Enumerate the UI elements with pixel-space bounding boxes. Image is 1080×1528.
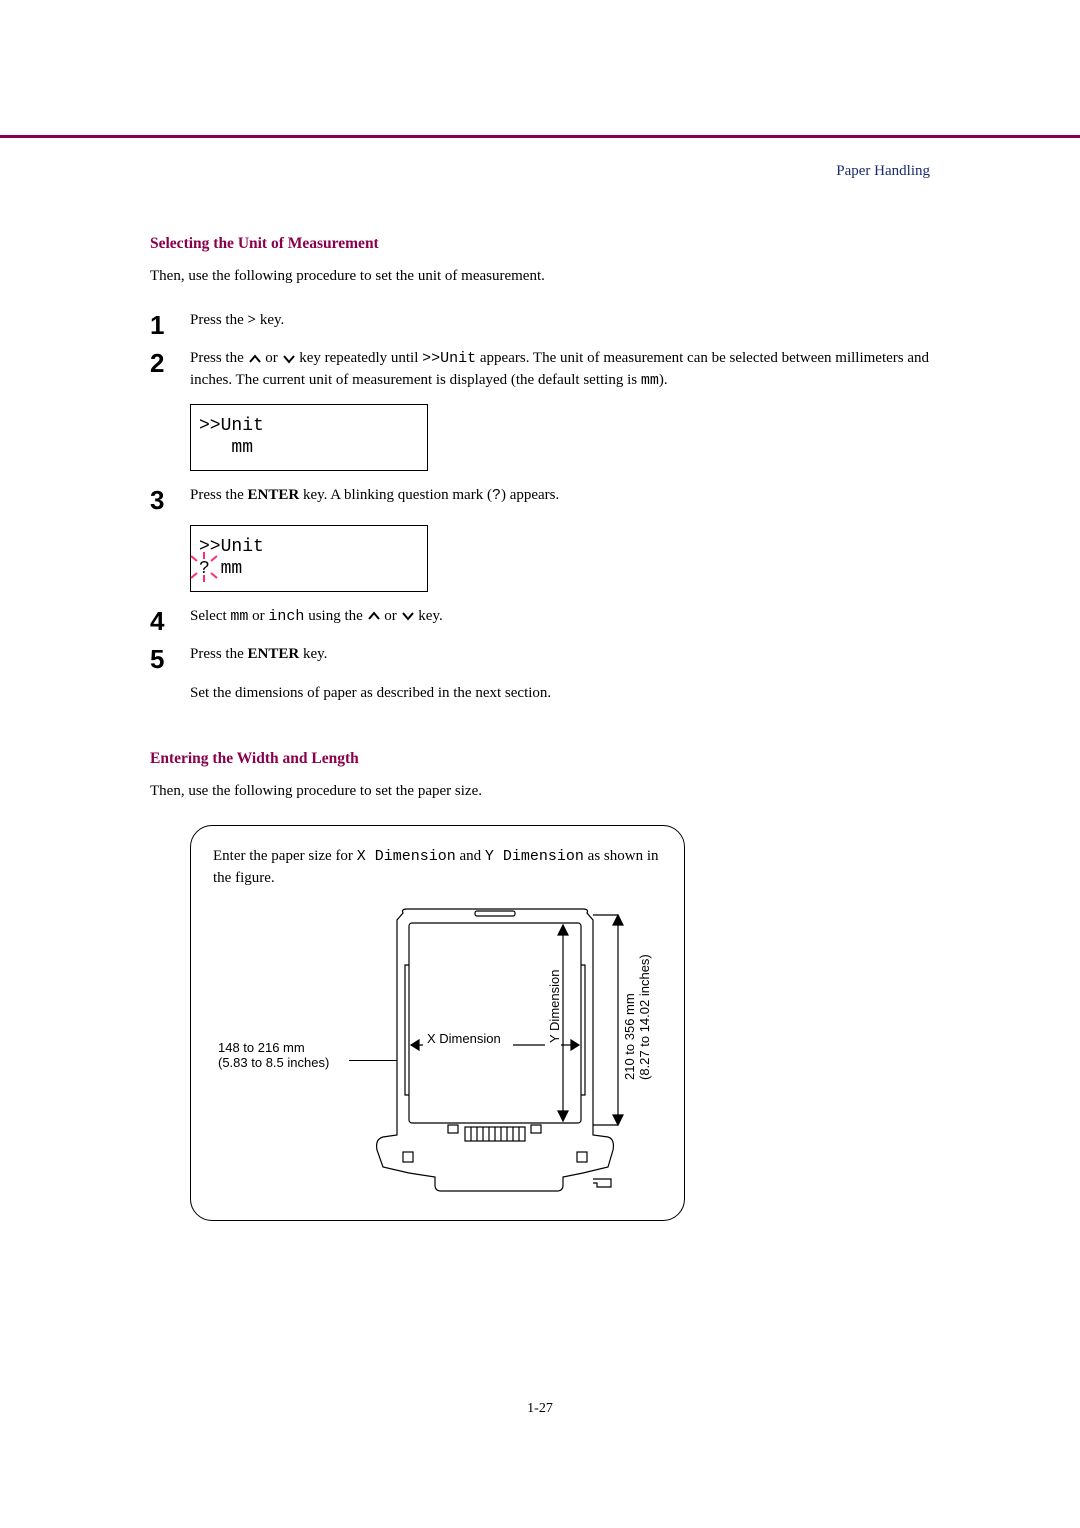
key-name: > <box>248 312 257 328</box>
text: Select <box>190 608 230 624</box>
section-intro: Then, use the following procedure to set… <box>150 783 930 800</box>
key-name: ENTER <box>248 646 300 662</box>
diagram-intro: Enter the paper size for X Dimension and… <box>213 846 662 890</box>
step-number: 1 <box>150 310 190 338</box>
lcd-char: ? <box>199 559 210 579</box>
tray-illustration: X Dimension Y Dimension 210 to 356 mm (8… <box>213 905 663 1205</box>
section-intro: Then, use the following procedure to set… <box>150 268 930 285</box>
text: key. A blinking question mark ( <box>299 487 492 503</box>
key-name: ENTER <box>248 487 300 503</box>
text: Press the <box>190 646 248 662</box>
step-number: 5 <box>150 644 190 672</box>
text: and <box>456 848 485 864</box>
text: Press the <box>190 312 248 328</box>
lcd-display: >>Unit ? mm <box>190 525 428 592</box>
text: key. <box>415 608 443 624</box>
page: Paper Handling Selecting the Unit of Mea… <box>0 0 1080 1477</box>
section-heading-size: Entering the Width and Length <box>150 750 930 768</box>
y-dimension-label: Y Dimension <box>547 969 562 1042</box>
diagram-panel: Enter the paper size for X Dimension and… <box>190 825 685 1221</box>
text: or <box>262 350 282 366</box>
text: Set the dimensions of paper as described… <box>190 685 551 701</box>
blinking-cursor: ? <box>199 558 210 581</box>
y-range-in: (8.27 to 14.02 inches) <box>637 954 652 1080</box>
lcd-display: >>Unit mm <box>190 404 428 471</box>
text: Press the <box>190 487 248 503</box>
code: >>Unit <box>422 350 476 367</box>
chevron-down-icon <box>401 608 415 624</box>
y-range-mm: 210 to 356 mm <box>622 993 637 1080</box>
lcd-line: >>Unit <box>199 416 264 436</box>
code: Y Dimension <box>485 848 584 865</box>
chevron-up-icon <box>367 608 381 624</box>
step-number: 2 <box>150 348 190 376</box>
code: X Dimension <box>357 848 456 865</box>
code: mm <box>230 608 248 625</box>
lcd-line: mm <box>210 559 242 579</box>
lcd-line: mm <box>199 438 253 458</box>
text: key repeatedly until <box>296 350 423 366</box>
step-body: Press the ENTER key. A blinking question… <box>190 485 930 507</box>
x-dimension-label: X Dimension <box>427 1031 501 1046</box>
step-row: 2 Press the or key repeatedly until >>Un… <box>150 348 930 392</box>
section-heading-unit: Selecting the Unit of Measurement <box>150 235 930 253</box>
text: or <box>381 608 401 624</box>
running-header: Paper Handling <box>150 163 930 180</box>
top-accent-band <box>0 0 1080 138</box>
code: ? <box>492 487 501 504</box>
step-row: 5 Press the ENTER key. Set the dimension… <box>150 644 930 706</box>
chevron-down-icon <box>282 350 296 366</box>
text: Enter the paper size for <box>213 848 357 864</box>
step-row: 4 Select mm or inch using the or key. <box>150 606 930 634</box>
step-body: Press the > key. <box>190 310 930 332</box>
diagram-stage: 148 to 216 mm (5.83 to 8.5 inches) <box>213 905 662 1205</box>
page-number: 1-27 <box>150 1401 930 1417</box>
step-number: 3 <box>150 485 190 513</box>
text: key. <box>256 312 284 328</box>
step-body: Select mm or inch using the or key. <box>190 606 930 628</box>
text: ) appears. <box>501 487 559 503</box>
step-row: 1 Press the > key. <box>150 310 930 338</box>
content-area: Paper Handling Selecting the Unit of Mea… <box>0 138 1080 1477</box>
code: inch <box>268 608 304 625</box>
step-number: 4 <box>150 606 190 634</box>
text: Press the <box>190 350 248 366</box>
text: or <box>248 608 268 624</box>
text: using the <box>304 608 366 624</box>
code: mm <box>641 372 659 389</box>
step-body: Press the or key repeatedly until >>Unit… <box>190 348 930 392</box>
lcd-line: >>Unit <box>199 537 264 557</box>
text: ). <box>659 372 668 388</box>
text: key. <box>299 646 327 662</box>
step-body: Press the ENTER key. Set the dimensions … <box>190 644 930 706</box>
step-row: 3 Press the ENTER key. A blinking questi… <box>150 485 930 513</box>
chevron-up-icon <box>248 350 262 366</box>
